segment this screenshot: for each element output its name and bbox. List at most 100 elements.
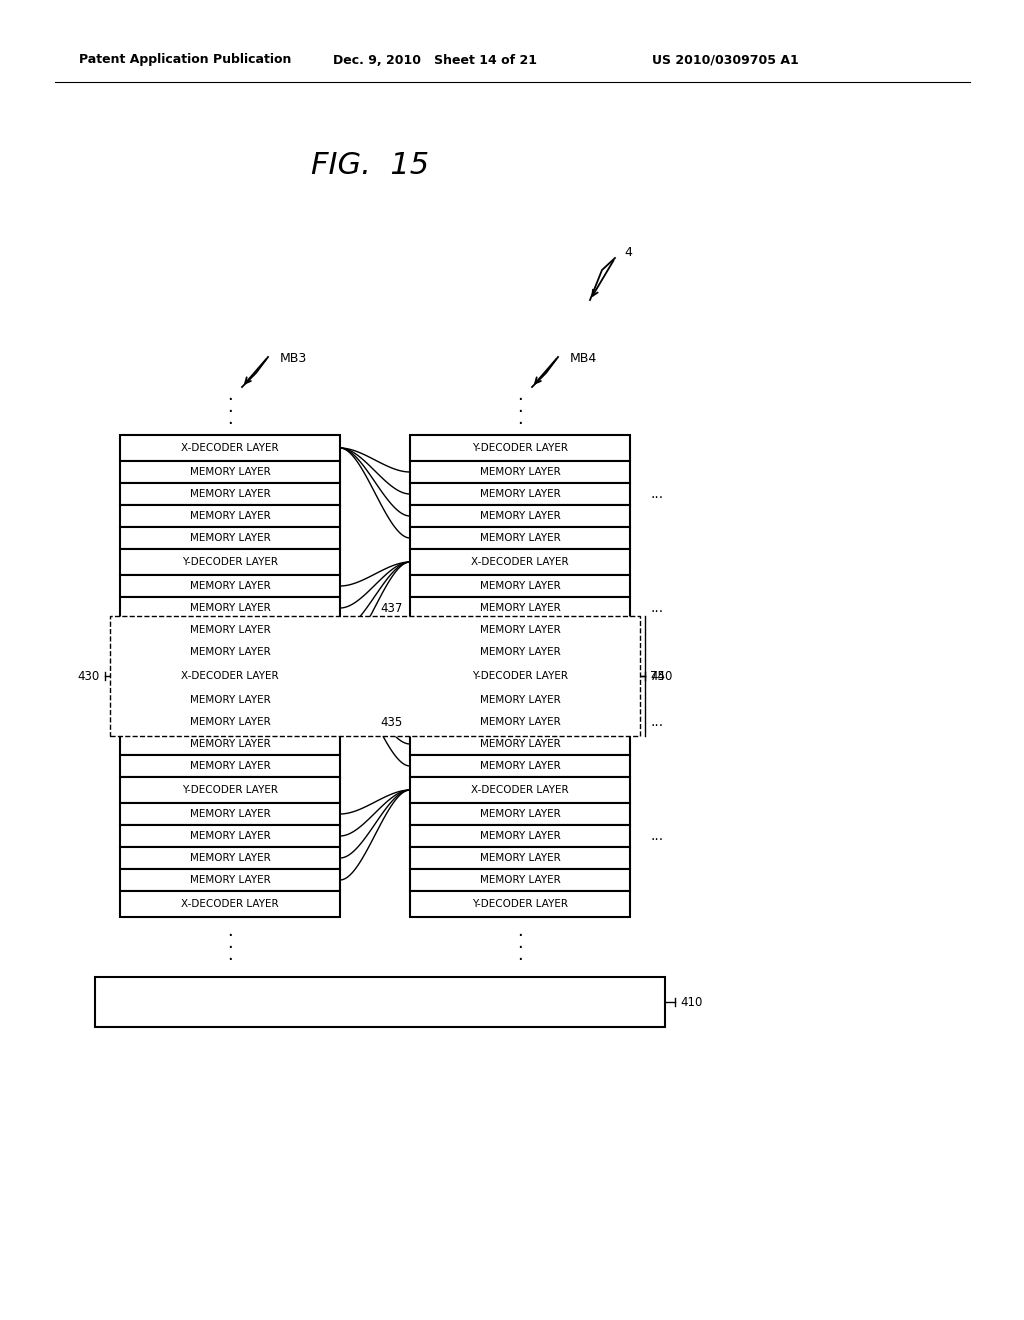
Text: .: . <box>517 399 523 416</box>
Text: MEMORY LAYER: MEMORY LAYER <box>189 624 270 635</box>
FancyBboxPatch shape <box>120 733 340 755</box>
Text: MEMORY LAYER: MEMORY LAYER <box>479 647 560 657</box>
FancyBboxPatch shape <box>120 891 340 917</box>
Text: X-DECODER LAYER: X-DECODER LAYER <box>181 444 279 453</box>
Text: Y-DECODER LAYER: Y-DECODER LAYER <box>182 785 278 795</box>
Text: MEMORY LAYER: MEMORY LAYER <box>189 467 270 477</box>
Text: MEMORY LAYER: MEMORY LAYER <box>189 603 270 612</box>
FancyBboxPatch shape <box>120 689 340 711</box>
FancyBboxPatch shape <box>410 891 630 917</box>
FancyBboxPatch shape <box>410 576 630 597</box>
Text: 410: 410 <box>680 995 702 1008</box>
Text: .: . <box>227 921 232 940</box>
Text: 435: 435 <box>380 715 402 729</box>
Text: MB3: MB3 <box>280 351 307 364</box>
Text: 440: 440 <box>650 669 673 682</box>
Text: MEMORY LAYER: MEMORY LAYER <box>189 488 270 499</box>
Text: MEMORY LAYER: MEMORY LAYER <box>189 832 270 841</box>
Text: MEMORY LAYER: MEMORY LAYER <box>479 624 560 635</box>
Text: ...: ... <box>650 715 664 729</box>
Text: .: . <box>517 411 523 428</box>
Text: MEMORY LAYER: MEMORY LAYER <box>189 717 270 727</box>
Text: Y-DECODER LAYER: Y-DECODER LAYER <box>472 671 568 681</box>
Text: .: . <box>517 946 523 964</box>
FancyBboxPatch shape <box>95 977 665 1027</box>
Text: MEMORY LAYER: MEMORY LAYER <box>479 603 560 612</box>
FancyBboxPatch shape <box>120 847 340 869</box>
Text: .: . <box>517 921 523 940</box>
Text: MEMORY LAYER: MEMORY LAYER <box>189 696 270 705</box>
FancyBboxPatch shape <box>120 803 340 825</box>
Text: MEMORY LAYER: MEMORY LAYER <box>479 875 560 884</box>
Text: MEMORY LAYER: MEMORY LAYER <box>189 511 270 521</box>
Text: Y-DECODER LAYER: Y-DECODER LAYER <box>182 557 278 568</box>
Text: X-DECODER LAYER: X-DECODER LAYER <box>181 671 279 681</box>
FancyBboxPatch shape <box>120 549 340 576</box>
Text: ...: ... <box>650 829 664 843</box>
Text: MEMORY LAYER: MEMORY LAYER <box>479 853 560 863</box>
FancyBboxPatch shape <box>410 527 630 549</box>
Text: Dec. 9, 2010   Sheet 14 of 21: Dec. 9, 2010 Sheet 14 of 21 <box>333 54 537 66</box>
FancyBboxPatch shape <box>410 847 630 869</box>
Text: MEMORY LAYER: MEMORY LAYER <box>189 533 270 543</box>
FancyBboxPatch shape <box>410 733 630 755</box>
FancyBboxPatch shape <box>410 461 630 483</box>
FancyBboxPatch shape <box>120 597 340 619</box>
FancyBboxPatch shape <box>410 663 630 689</box>
Text: .: . <box>227 935 232 952</box>
Text: Patent Application Publication: Patent Application Publication <box>79 54 291 66</box>
Text: FIG.  15: FIG. 15 <box>311 150 429 180</box>
Text: ...: ... <box>650 487 664 502</box>
Text: 430: 430 <box>78 669 100 682</box>
Text: 4: 4 <box>624 247 632 260</box>
FancyBboxPatch shape <box>120 869 340 891</box>
FancyBboxPatch shape <box>410 777 630 803</box>
FancyBboxPatch shape <box>410 506 630 527</box>
FancyBboxPatch shape <box>120 483 340 506</box>
FancyBboxPatch shape <box>410 436 630 461</box>
FancyBboxPatch shape <box>410 755 630 777</box>
Text: .: . <box>517 935 523 952</box>
FancyBboxPatch shape <box>120 619 340 642</box>
Text: Y-DECODER LAYER: Y-DECODER LAYER <box>472 444 568 453</box>
Text: X-DECODER LAYER: X-DECODER LAYER <box>471 557 568 568</box>
Text: X-DECODER LAYER: X-DECODER LAYER <box>181 899 279 909</box>
FancyBboxPatch shape <box>410 549 630 576</box>
FancyBboxPatch shape <box>120 527 340 549</box>
Text: MEMORY LAYER: MEMORY LAYER <box>479 832 560 841</box>
Text: MEMORY LAYER: MEMORY LAYER <box>189 762 270 771</box>
Text: MEMORY LAYER: MEMORY LAYER <box>189 853 270 863</box>
FancyBboxPatch shape <box>120 777 340 803</box>
Text: US 2010/0309705 A1: US 2010/0309705 A1 <box>651 54 799 66</box>
FancyBboxPatch shape <box>120 711 340 733</box>
Text: Y-DECODER LAYER: Y-DECODER LAYER <box>472 899 568 909</box>
Text: MEMORY LAYER: MEMORY LAYER <box>189 647 270 657</box>
Text: MEMORY LAYER: MEMORY LAYER <box>479 762 560 771</box>
Text: MB4: MB4 <box>570 351 597 364</box>
FancyBboxPatch shape <box>410 619 630 642</box>
FancyBboxPatch shape <box>410 642 630 663</box>
FancyBboxPatch shape <box>410 483 630 506</box>
FancyBboxPatch shape <box>120 461 340 483</box>
Text: MEMORY LAYER: MEMORY LAYER <box>479 467 560 477</box>
FancyBboxPatch shape <box>410 597 630 619</box>
FancyBboxPatch shape <box>410 711 630 733</box>
Text: .: . <box>227 385 232 404</box>
FancyBboxPatch shape <box>410 689 630 711</box>
FancyBboxPatch shape <box>410 825 630 847</box>
Text: .: . <box>517 385 523 404</box>
FancyBboxPatch shape <box>410 869 630 891</box>
Text: MEMORY LAYER: MEMORY LAYER <box>479 511 560 521</box>
Text: 437: 437 <box>380 602 402 615</box>
FancyBboxPatch shape <box>120 436 340 461</box>
Text: MEMORY LAYER: MEMORY LAYER <box>479 739 560 748</box>
Text: MEMORY LAYER: MEMORY LAYER <box>189 581 270 591</box>
Text: MEMORY LAYER: MEMORY LAYER <box>479 581 560 591</box>
Text: ...: ... <box>650 601 664 615</box>
Text: MEMORY LAYER: MEMORY LAYER <box>189 739 270 748</box>
Text: .: . <box>227 399 232 416</box>
Text: MEMORY LAYER: MEMORY LAYER <box>479 717 560 727</box>
FancyBboxPatch shape <box>120 663 340 689</box>
Text: 75: 75 <box>650 669 665 682</box>
Text: MEMORY LAYER: MEMORY LAYER <box>189 875 270 884</box>
